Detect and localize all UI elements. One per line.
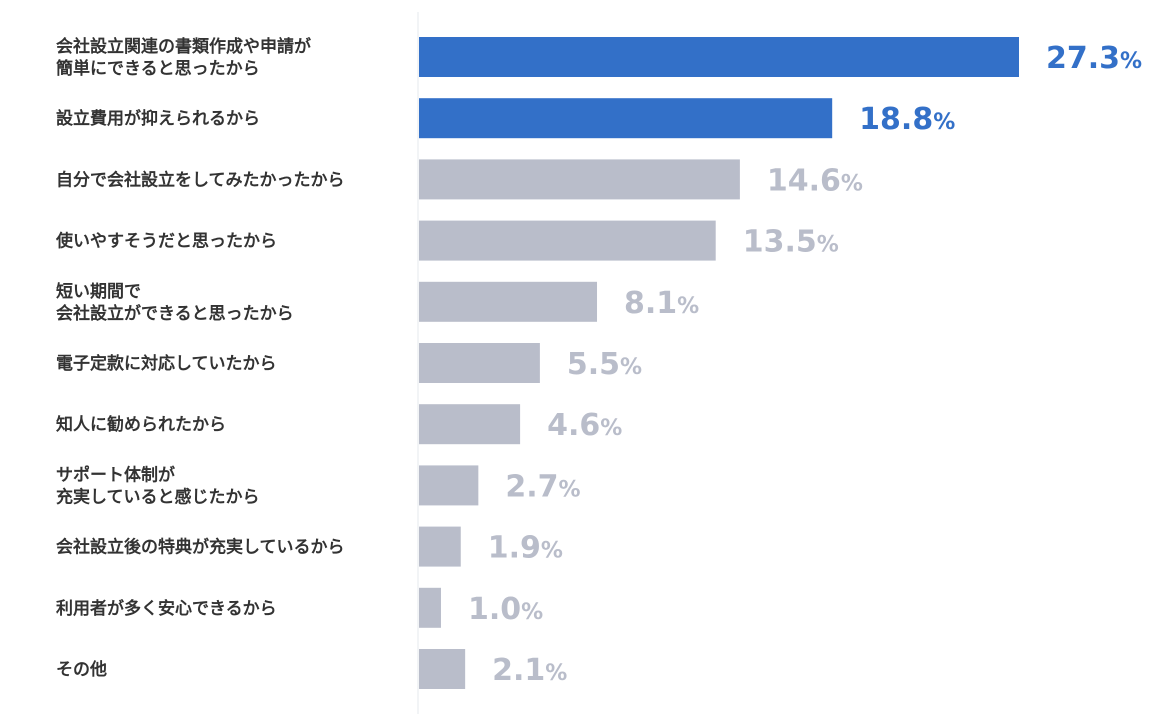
- category-label: 会社設立後の特典が充実しているから: [56, 537, 345, 558]
- value-label: 14.6%: [767, 163, 863, 198]
- value-label: 27.3%: [1046, 41, 1142, 76]
- value-labels: 27.3% 18.8% 14.6% 13.5% 8.1% 5.5% 4.6% 2.7% 1.9%…: [468, 41, 1142, 688]
- value-label: 8.1%: [624, 286, 699, 321]
- category-label: 設立費用が抑えられるから: [56, 108, 260, 129]
- bar: [419, 649, 466, 689]
- value-label: 5.5%: [567, 347, 642, 382]
- value-label: 1.0%: [468, 592, 543, 627]
- category-labels: 会社設立関連の書類作成や申請が簡単にできると思ったから設立費用が抑えられるから自…: [55, 36, 345, 680]
- category-label: 利用者が多く安心できるから: [56, 598, 277, 619]
- bar: [419, 281, 598, 322]
- category-label: 会社設立関連の書類作成や申請が簡単にできると思ったから: [55, 36, 311, 79]
- bar: [419, 220, 716, 261]
- bar: [419, 404, 521, 445]
- value-label: 1.9%: [488, 531, 563, 566]
- category-label: 電子定款に対応していたから: [56, 353, 277, 374]
- bars: [419, 37, 1019, 689]
- bar: [419, 37, 1019, 77]
- value-label: 13.5%: [743, 225, 839, 260]
- bar: [419, 587, 441, 628]
- value-label: 2.7%: [505, 469, 580, 504]
- category-label: 知人に勧められたから: [55, 414, 226, 435]
- category-label: 使いやすそうだと思ったから: [55, 231, 277, 252]
- value-label: 4.6%: [547, 408, 622, 443]
- category-label: 自分で会社設立をしてみたかったから: [56, 169, 345, 190]
- bar: [419, 343, 540, 383]
- value-label: 18.8%: [859, 102, 955, 137]
- bar: [419, 98, 833, 139]
- bar: [419, 159, 740, 200]
- bar: [419, 465, 479, 506]
- bar: [419, 526, 461, 567]
- value-label: 2.1%: [492, 653, 567, 688]
- category-label: 短い期間で会社設立ができると思ったから: [56, 281, 294, 324]
- category-label: サポート体制が充実していると感じたから: [56, 464, 260, 507]
- category-label: その他: [56, 659, 107, 680]
